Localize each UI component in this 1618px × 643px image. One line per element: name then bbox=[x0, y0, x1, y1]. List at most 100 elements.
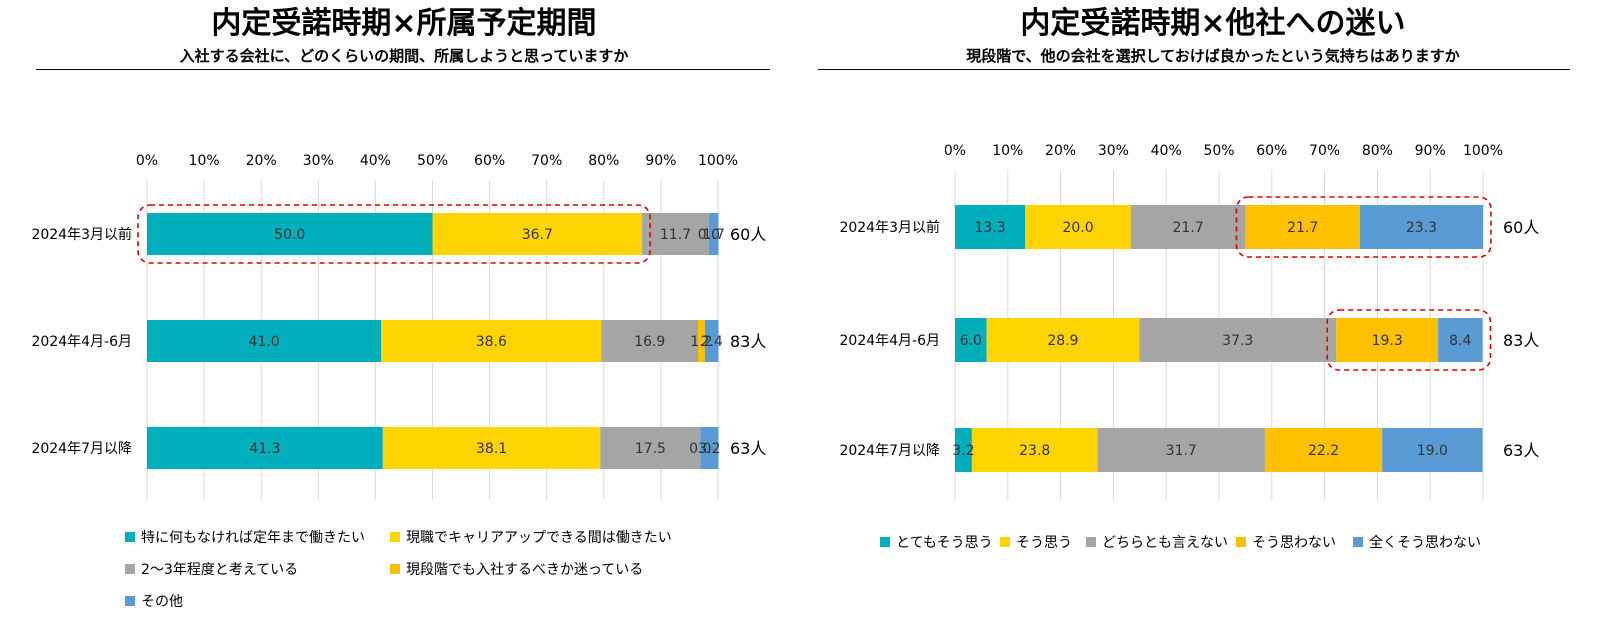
bar-segment bbox=[1097, 428, 1265, 472]
x-tick-label: 0% bbox=[136, 153, 158, 169]
x-tick-label: 10% bbox=[189, 153, 220, 169]
data-label: 0.0 bbox=[689, 441, 711, 457]
legend-label: 現段階でも入社するべきか迷っている bbox=[406, 562, 644, 578]
sample-size-label: 63人 bbox=[1503, 441, 1539, 460]
legend-item: とてもそう思う bbox=[880, 532, 993, 552]
data-label: 23.8 bbox=[1019, 443, 1050, 459]
bar-segment bbox=[147, 427, 383, 469]
bar-segment bbox=[1336, 318, 1439, 362]
bar-segment bbox=[1382, 428, 1483, 472]
legend-label: そう思わない bbox=[1252, 535, 1336, 551]
title-underline bbox=[36, 69, 770, 70]
x-tick-label: 50% bbox=[1203, 143, 1234, 159]
data-label: 23.3 bbox=[1406, 220, 1437, 236]
x-tick-label: 100% bbox=[1463, 143, 1503, 159]
x-tick-label: 30% bbox=[303, 153, 334, 169]
bar-segment bbox=[600, 427, 701, 469]
bar-segment bbox=[1359, 205, 1483, 249]
legend-item: そう思わない bbox=[1236, 532, 1336, 552]
data-label: 41.3 bbox=[249, 441, 280, 457]
highlight-box bbox=[137, 204, 651, 264]
category-label: 2024年7月以降 bbox=[839, 443, 940, 459]
bar-segment bbox=[698, 320, 705, 362]
chart-panel-right: 内定受諾時期×他社への迷い 現段階で、他の会社を選択しておけば良かったという気持… bbox=[808, 0, 1618, 643]
legend-item: 2～3年程度と考えている bbox=[125, 559, 298, 579]
bar-segment bbox=[704, 320, 719, 362]
bar-segment bbox=[955, 205, 1026, 249]
data-label: 38.1 bbox=[476, 441, 507, 457]
bar-segment bbox=[601, 320, 699, 362]
legend-item: 現段階でも入社するべきか迷っている bbox=[390, 559, 643, 579]
sample-size-label: 60人 bbox=[730, 225, 766, 244]
legend-item: どちらとも言えない bbox=[1086, 532, 1228, 552]
bar-segment bbox=[1264, 428, 1383, 472]
data-label: 50.0 bbox=[274, 227, 305, 243]
x-tick-label: 20% bbox=[246, 153, 277, 169]
bar-segment bbox=[955, 318, 987, 362]
data-label: 0.0 bbox=[698, 227, 720, 243]
data-label: 37.3 bbox=[1222, 333, 1253, 349]
category-label: 2024年7月以降 bbox=[31, 441, 132, 457]
title-underline bbox=[818, 69, 1570, 70]
legend-swatch bbox=[1236, 537, 1246, 547]
category-label: 2024年4月-6月 bbox=[840, 333, 941, 349]
x-tick-label: 80% bbox=[1362, 143, 1393, 159]
chart-title: 内定受諾時期×所属予定期間 bbox=[211, 6, 597, 41]
bar-segment bbox=[147, 320, 382, 362]
category-label: 2024年3月以前 bbox=[31, 226, 132, 243]
bar-segment bbox=[1139, 318, 1337, 362]
bar-segment bbox=[971, 428, 1098, 472]
bar-segment bbox=[1438, 318, 1483, 362]
bar-segment bbox=[381, 320, 602, 362]
x-tick-label: 40% bbox=[1151, 143, 1182, 159]
data-label: 19.0 bbox=[1417, 443, 1448, 459]
data-label: 20.0 bbox=[1062, 220, 1093, 236]
x-tick-label: 60% bbox=[1256, 143, 1287, 159]
legend-swatch bbox=[880, 537, 890, 547]
x-tick-label: 20% bbox=[1045, 143, 1076, 159]
data-label: 22.2 bbox=[1308, 443, 1339, 459]
chart-subtitle: 現段階で、他の会社を選択しておけば良かったという気持ちはありますか bbox=[966, 47, 1460, 65]
x-tick-label: 40% bbox=[360, 153, 391, 169]
bar-segment bbox=[955, 428, 972, 472]
chart-subtitle: 入社する会社に、どのくらいの期間、所属しようと思っていますか bbox=[179, 47, 629, 65]
data-label: 28.9 bbox=[1047, 333, 1078, 349]
bar-segment bbox=[642, 213, 709, 255]
bar-chart-left: 0% 10% 20% 30% 40% 50% 60% 70% 80% 90% 100% 50.0 36.… bbox=[31, 153, 766, 500]
data-label: 3.2 bbox=[952, 443, 974, 459]
bar-chart-right: 0% 10% 20% 30% 40% 50% 60% 70% 80% 90% 100% 13.3 20.… bbox=[839, 143, 1539, 500]
category-label: 2024年3月以前 bbox=[839, 219, 940, 236]
data-label: 1.2 bbox=[690, 334, 712, 350]
legend-label: 2～3年程度と考えている bbox=[141, 562, 299, 578]
legend-swatch bbox=[125, 532, 135, 542]
legend-label: 現職でキャリアアップできる間は働きたい bbox=[406, 530, 672, 546]
data-label: 13.3 bbox=[975, 220, 1006, 236]
legend-label: その他 bbox=[141, 594, 183, 610]
legend-swatch bbox=[1353, 537, 1363, 547]
x-tick-label: 70% bbox=[1309, 143, 1340, 159]
data-label: 16.9 bbox=[634, 334, 665, 350]
data-label: 21.7 bbox=[1173, 220, 1204, 236]
legend-label: とてもそう思う bbox=[896, 535, 993, 551]
data-label: 2.4 bbox=[701, 334, 723, 350]
legend-item: その他 bbox=[125, 591, 183, 611]
data-label: 38.6 bbox=[476, 334, 507, 350]
legend-swatch bbox=[125, 596, 135, 606]
data-label: 17.5 bbox=[635, 441, 666, 457]
x-tick-label: 0% bbox=[944, 143, 966, 159]
x-tick-label: 30% bbox=[1098, 143, 1129, 159]
x-tick-label: 60% bbox=[474, 153, 505, 169]
bar-segment bbox=[432, 213, 643, 255]
x-tick-label: 90% bbox=[1415, 143, 1446, 159]
legend-swatch bbox=[125, 564, 135, 574]
sample-size-label: 60人 bbox=[1503, 218, 1539, 237]
bar-segment bbox=[382, 427, 601, 469]
legend-label: 全くそう思わない bbox=[1369, 535, 1481, 551]
legend-swatch bbox=[1086, 537, 1096, 547]
legend-item: 全くそう思わない bbox=[1353, 532, 1481, 552]
x-tick-label: 10% bbox=[992, 143, 1023, 159]
bar-segment bbox=[1025, 205, 1131, 249]
data-label: 21.7 bbox=[1287, 220, 1318, 236]
legend-item: そう思う bbox=[1000, 532, 1072, 552]
data-label: 6.0 bbox=[960, 333, 982, 349]
